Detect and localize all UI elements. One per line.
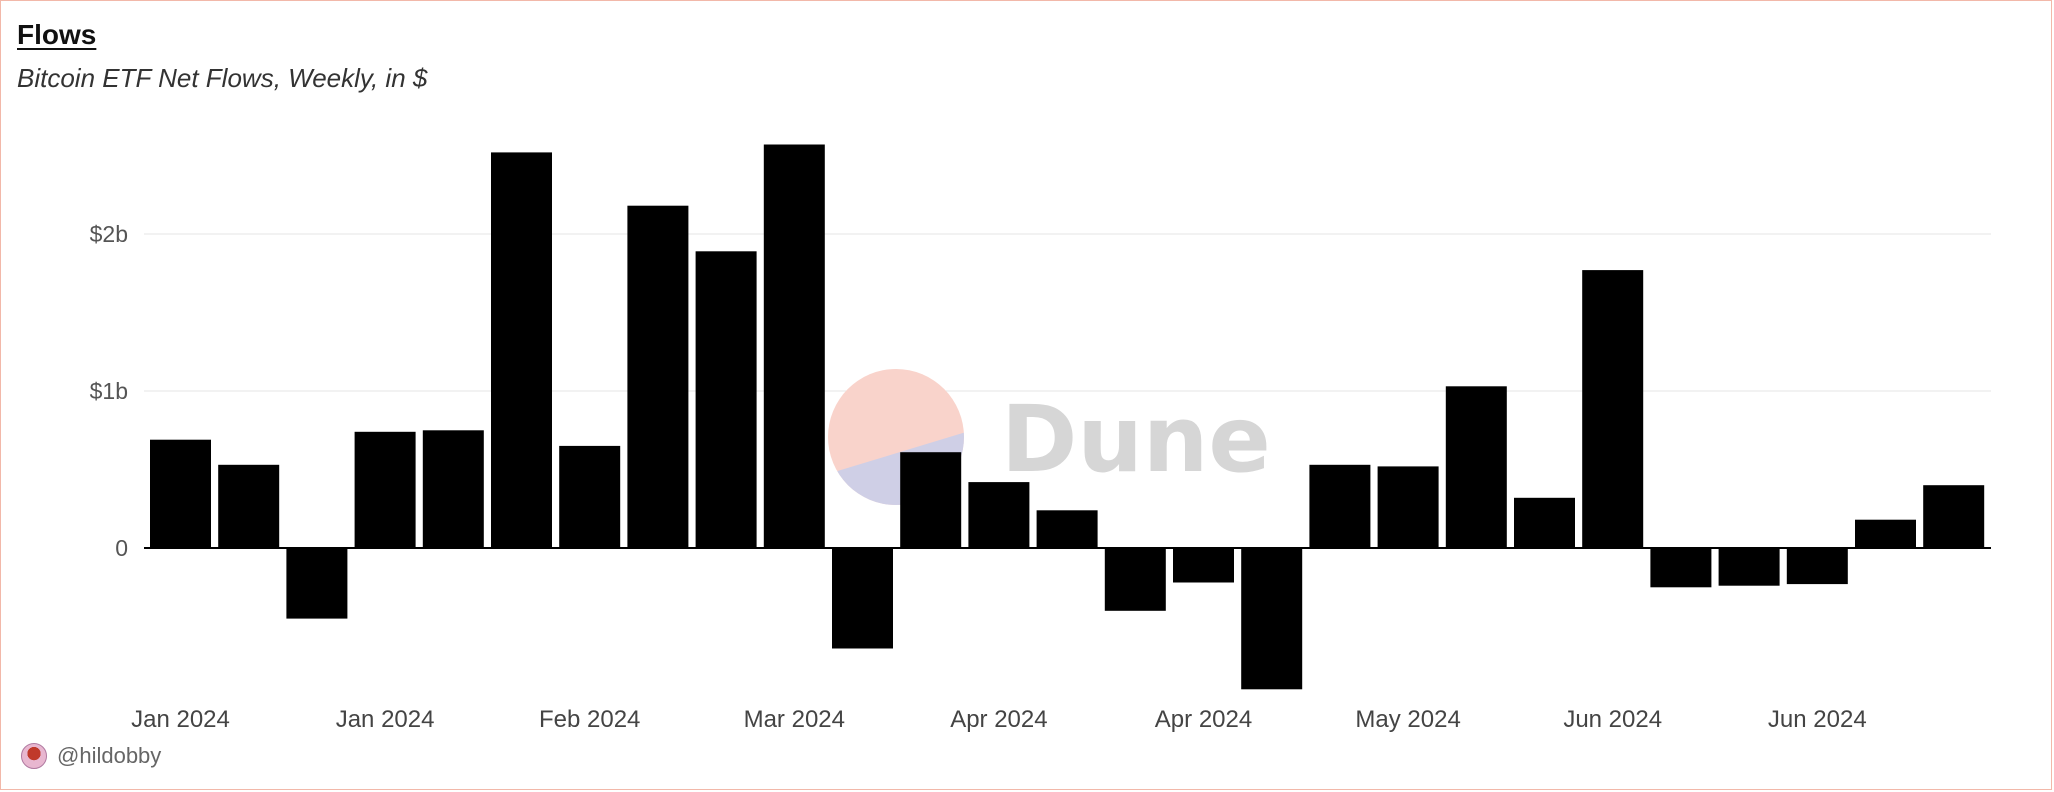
bar[interactable]	[559, 445, 621, 548]
bar[interactable]	[1173, 548, 1234, 583]
x-tick-label: Apr 2024	[1155, 706, 1252, 733]
bar[interactable]	[832, 548, 893, 649]
author-credit[interactable]: @hildobby	[21, 743, 161, 769]
x-tick-label: Jan 2024	[131, 706, 230, 733]
chart-subtitle: Bitcoin ETF Net Flows, Weekly, in $	[17, 63, 428, 93]
bar[interactable]	[763, 144, 825, 549]
x-axis-tick-labels: Jan 2024 Jan 2024 Feb 2024 Mar 2024 Apr 2024…	[131, 706, 1867, 733]
bar[interactable]	[1104, 548, 1166, 611]
bar[interactable]	[491, 152, 552, 548]
y-tick-label: $2b	[90, 221, 128, 247]
x-tick-label: Mar 2024	[744, 706, 845, 733]
bar[interactable]	[150, 439, 211, 548]
y-axis-tick-labels: 0 $1b $2b	[90, 221, 128, 561]
bar[interactable]	[1718, 548, 1780, 586]
watermark-text: Dune	[1001, 386, 1271, 493]
x-tick-label: Feb 2024	[539, 706, 640, 733]
bar[interactable]	[354, 431, 416, 548]
bar[interactable]	[1923, 485, 1985, 548]
author-handle[interactable]: @hildobby	[57, 743, 162, 768]
x-tick-label: Apr 2024	[950, 706, 1047, 733]
x-tick-label: Jun 2024	[1563, 706, 1662, 733]
bar[interactable]	[1514, 497, 1575, 548]
bars	[150, 144, 1985, 690]
bar[interactable]	[695, 251, 757, 549]
grid-lines	[144, 233, 1991, 392]
bar[interactable]	[1377, 466, 1439, 548]
bar[interactable]	[1241, 548, 1303, 690]
x-tick-label: Jun 2024	[1768, 706, 1867, 733]
x-tick-label: Jan 2024	[336, 706, 435, 733]
bar[interactable]	[1036, 510, 1098, 548]
bar[interactable]	[1445, 386, 1507, 548]
dune-watermark: Dune	[828, 369, 1271, 505]
chart-title[interactable]: Flows	[17, 19, 97, 50]
y-tick-label: $1b	[90, 378, 128, 404]
bar[interactable]	[1786, 548, 1848, 585]
bar[interactable]	[900, 452, 962, 548]
bar[interactable]	[968, 482, 1030, 548]
bar[interactable]	[286, 548, 348, 619]
bar[interactable]	[218, 464, 280, 548]
y-tick-label: 0	[115, 535, 128, 561]
bar[interactable]	[1855, 519, 1916, 548]
bar[interactable]	[422, 430, 484, 549]
avatar-icon	[21, 743, 47, 769]
bar[interactable]	[627, 205, 689, 548]
bar[interactable]	[1650, 548, 1712, 588]
bar[interactable]	[1309, 464, 1371, 548]
bar[interactable]	[1582, 270, 1644, 548]
x-tick-label: May 2024	[1355, 706, 1460, 733]
